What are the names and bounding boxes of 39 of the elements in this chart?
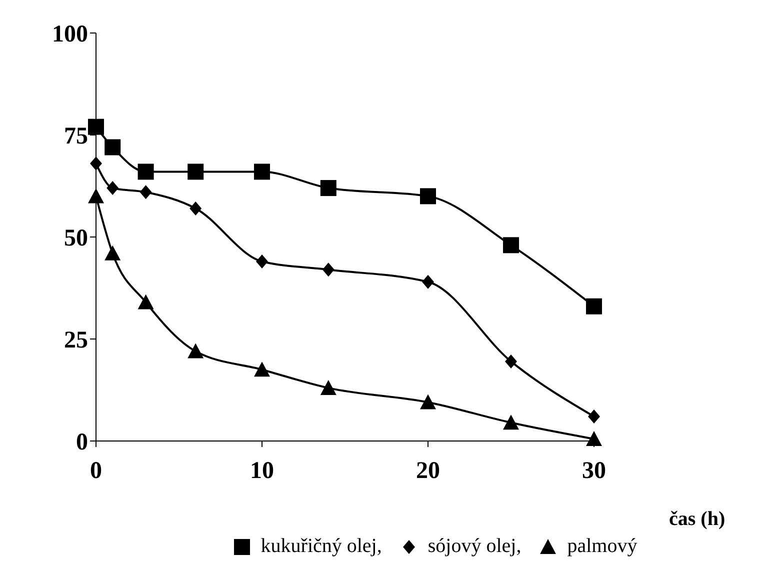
point <box>138 294 154 310</box>
legend-label: kukuřičný olej, <box>260 535 382 558</box>
legend-label: palmový <box>567 535 638 558</box>
point <box>586 430 602 446</box>
point <box>104 245 121 260</box>
point <box>254 362 270 377</box>
point <box>420 188 436 204</box>
point <box>505 354 517 368</box>
point <box>503 414 519 430</box>
point <box>90 156 102 171</box>
point <box>104 139 121 156</box>
point <box>88 118 104 135</box>
point <box>188 343 204 358</box>
x-tick-label: 10 <box>250 458 274 484</box>
y-tick-label: 100 <box>52 22 88 48</box>
y-tick-label: 25 <box>64 328 88 354</box>
point <box>588 410 600 424</box>
point <box>138 164 154 180</box>
point <box>422 274 434 289</box>
x-tick-label: 30 <box>582 458 606 484</box>
point <box>140 185 152 200</box>
x-tick-label: 20 <box>416 458 440 484</box>
point <box>190 201 202 216</box>
point <box>420 394 436 410</box>
point <box>254 164 270 180</box>
point <box>320 380 336 395</box>
point <box>106 181 119 196</box>
point <box>586 298 602 314</box>
y-tick-label: 50 <box>64 226 88 252</box>
point <box>320 180 336 196</box>
y-tick-label: 0 <box>76 430 88 456</box>
point <box>256 254 268 268</box>
x-axis-title: čas (h) <box>669 508 726 530</box>
legend-label: sójový olej, <box>428 535 522 558</box>
point <box>503 237 519 254</box>
y-tick-label: 75 <box>64 124 88 150</box>
point <box>88 188 104 204</box>
point <box>322 262 334 277</box>
point <box>188 164 204 180</box>
